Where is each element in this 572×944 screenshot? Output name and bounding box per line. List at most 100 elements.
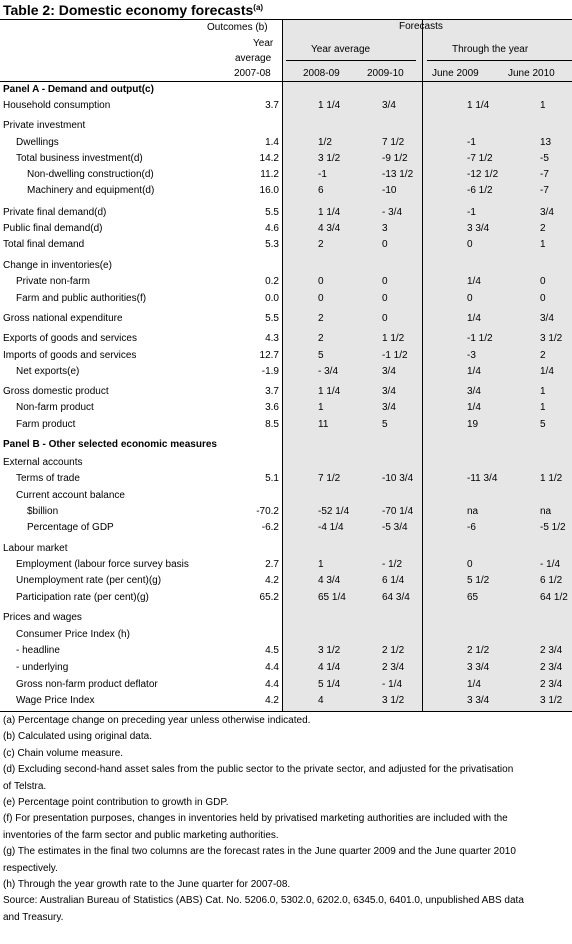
value-2008-09: 1 1/4: [318, 100, 341, 111]
value-2007-08: 3.6: [265, 402, 279, 413]
row-label: Consumer Price Index (h): [16, 629, 130, 640]
value-2007-08: 0.2: [265, 276, 279, 287]
table-row: Prices and wages: [0, 610, 572, 626]
value-2009-10: 64 3/4: [382, 592, 410, 603]
value-june-2009: 3/4: [467, 386, 481, 397]
row-label: Non-dwelling construction(d): [27, 169, 154, 180]
value-june-2010: 1: [540, 402, 546, 413]
value-june-2010: 13: [540, 137, 552, 148]
row-label: Total business investment(d): [16, 153, 143, 164]
table-row: Current account balance: [0, 488, 572, 504]
value-2008-09: 1 1/4: [318, 207, 341, 218]
footnote-line: (b) Calculated using original data.: [3, 731, 152, 743]
value-2007-08: -1.9: [261, 366, 279, 377]
value-june-2009: 1/4: [467, 366, 481, 377]
value-2008-09: 4: [318, 695, 324, 706]
value-2007-08: 0.0: [265, 293, 279, 304]
table-row: Panel A - Demand and output(c): [0, 82, 572, 98]
through-year-divider: [422, 19, 423, 711]
value-2009-10: 3/4: [382, 366, 396, 377]
value-june-2009: 3 3/4: [467, 662, 490, 673]
value-2007-08: 1.4: [265, 137, 279, 148]
value-june-2009: 1/4: [467, 313, 481, 324]
value-june-2009: 0: [467, 293, 473, 304]
value-2009-10: -1 1/2: [382, 350, 408, 361]
header-june-2009: June 2009: [432, 68, 479, 79]
value-2007-08: 65.2: [259, 592, 279, 603]
value-june-2010: na: [540, 506, 552, 517]
table-row: Household consumption 3.7 1 1/4 3/4 1 1/4 1: [0, 98, 572, 114]
table-row: Total final demand 5.3 2 0 0 1: [0, 237, 572, 253]
value-june-2010: 1 1/2: [540, 473, 563, 484]
header-2007-08: 2007-08: [234, 68, 271, 79]
value-2008-09: 4 1/4: [318, 662, 341, 673]
table-row: Panel B - Other selected economic measur…: [0, 437, 572, 453]
value-2008-09: 7 1/2: [318, 473, 341, 484]
value-2008-09: 5 1/4: [318, 679, 341, 690]
value-june-2009: 5 1/2: [467, 575, 490, 586]
value-2009-10: 7 1/2: [382, 137, 405, 148]
row-label: Net exports(e): [16, 366, 80, 377]
header-forecasts: Forecasts: [399, 21, 443, 32]
value-2007-08: 5.3: [265, 239, 279, 250]
table-row: Dwellings 1.4 1/2 7 1/2 -1 13: [0, 135, 572, 151]
row-label: External accounts: [3, 457, 83, 468]
row-label: - headline: [16, 645, 60, 656]
value-2008-09: 3 1/2: [318, 645, 341, 656]
value-june-2009: -6 1/2: [467, 185, 493, 196]
value-2009-10: 3 1/2: [382, 695, 405, 706]
value-june-2009: -1 1/2: [467, 333, 493, 344]
table-row: Wage Price Index 4.2 4 3 1/2 3 3/4 3 1/2: [0, 693, 572, 709]
value-june-2009: 65: [467, 592, 479, 603]
value-2007-08: 11.2: [260, 169, 279, 180]
table-row: Machinery and equipment(d) 16.0 6 -10 -6 1/2…: [0, 183, 572, 199]
value-june-2009: 1 1/4: [467, 100, 490, 111]
value-june-2010: 1: [540, 386, 546, 397]
value-2008-09: 6: [318, 185, 324, 196]
row-label: Prices and wages: [3, 612, 82, 623]
row-label: Non-farm product: [16, 402, 94, 413]
table-row: Total business investment(d) 14.2 3 1/2 -9 …: [0, 151, 572, 167]
row-label: Labour market: [3, 543, 68, 554]
value-2008-09: 65 1/4: [318, 592, 346, 603]
value-2008-09: 1 1/4: [318, 386, 341, 397]
footnote-line: (h) Through the year growth rate to the …: [3, 879, 291, 890]
header-outcomes: Outcomes (b): [207, 22, 268, 33]
value-2009-10: 3/4: [382, 402, 396, 413]
value-2009-10: -70 1/4: [382, 506, 414, 517]
value-2009-10: 1 1/2: [382, 333, 405, 344]
row-label: Change in inventories(e): [3, 260, 112, 271]
value-2008-09: 0: [318, 293, 324, 304]
value-2009-10: 2 1/2: [382, 645, 405, 656]
value-2009-10: -9 1/2: [382, 153, 408, 164]
row-label: Current account balance: [16, 490, 125, 501]
footnote-line: inventories of the farm sector and publi…: [3, 829, 279, 841]
table-row: Farm and public authorities(f) 0.0 0 0 0 0: [0, 291, 572, 307]
row-label: Machinery and equipment(d): [27, 185, 155, 196]
value-june-2010: 2: [540, 223, 546, 234]
value-2008-09: 1: [318, 402, 324, 413]
row-label: Dwellings: [16, 137, 59, 148]
value-2007-08: 5.1: [265, 473, 279, 484]
table-row: Labour market: [0, 541, 572, 557]
row-label: Wage Price Index: [16, 695, 95, 706]
value-2008-09: 4 3/4: [318, 223, 341, 234]
value-june-2010: -7: [540, 185, 549, 196]
table-row: Public final demand(d) 4.6 4 3/4 3 3 3/4 2: [0, 221, 572, 237]
header-year: Year: [253, 38, 274, 49]
value-june-2009: -1: [467, 137, 476, 148]
table-row: Imports of goods and services 12.7 5 -1 1/2…: [0, 348, 572, 364]
value-2009-10: - 3/4: [382, 207, 403, 218]
value-june-2010: -5: [540, 153, 549, 164]
footnote-line: respectively.: [3, 862, 58, 874]
table-row: Gross national expenditure 5.5 2 0 1/4 3/4: [0, 311, 572, 327]
row-label: Gross national expenditure: [3, 313, 123, 324]
table-row: $billion -70.2 -52 1/4 -70 1/4 na na: [0, 504, 572, 520]
value-june-2009: 3 3/4: [467, 223, 490, 234]
table-row: Farm product 8.5 11 5 19 5: [0, 417, 572, 433]
value-2009-10: -13 1/2: [382, 169, 414, 180]
value-june-2010: 5: [540, 419, 546, 430]
table-row: Net exports(e) -1.9 - 3/4 3/4 1/4 1/4: [0, 364, 572, 380]
table-row: Gross domestic product 3.7 1 1/4 3/4 3/4 1: [0, 384, 572, 400]
value-june-2010: 0: [540, 276, 546, 287]
